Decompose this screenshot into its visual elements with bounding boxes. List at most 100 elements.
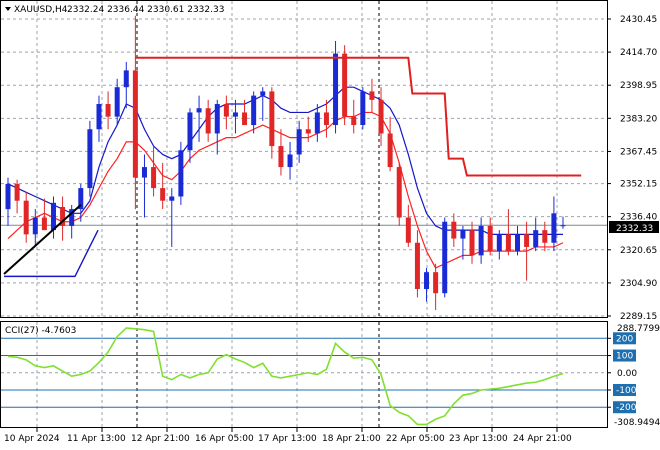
candle: [87, 120, 93, 197]
candle: [487, 217, 493, 256]
price-tick-label: 2367.45: [620, 147, 657, 157]
price-tick-label: 2304.90: [620, 279, 657, 289]
overlays: [3, 56, 582, 278]
candle: [178, 141, 184, 205]
candle: [260, 87, 266, 121]
candle: [351, 99, 357, 134]
candle: [114, 78, 120, 126]
candle: [5, 177, 11, 226]
candle: [123, 61, 129, 109]
price-axis: 2430.45 2414.70 2398.95 2383.20 2367.45 2352.…: [607, 15, 660, 428]
candle: [478, 217, 484, 264]
candle: [451, 213, 457, 247]
candle: [378, 87, 384, 147]
candle: [60, 196, 66, 241]
candle: [505, 209, 511, 256]
time-tick-label: 17 Apr 13:00: [258, 434, 317, 444]
candle: [132, 15, 138, 210]
cci-line: [7, 327, 564, 426]
time-tick-label: 11 Apr 13:00: [67, 434, 126, 444]
stop-level-line: [135, 56, 582, 177]
candle: [278, 129, 284, 176]
candle: [296, 120, 302, 163]
candle: [151, 146, 157, 197]
candle: [469, 221, 475, 264]
candle: [442, 217, 448, 298]
candle: [78, 183, 84, 222]
candle: [305, 116, 311, 142]
candle: [333, 40, 339, 134]
candle: [223, 95, 229, 130]
candle: [314, 104, 320, 142]
candle: [396, 162, 402, 226]
symbol-label: XAUUSD,H4: [14, 5, 68, 15]
candle: [96, 95, 102, 142]
candle: [32, 209, 38, 247]
candle: [515, 225, 521, 256]
candle: [424, 267, 430, 302]
price-tick-label: 2289.15: [620, 312, 657, 322]
candle: [323, 99, 329, 138]
candle: [433, 263, 439, 311]
candle: [460, 225, 466, 260]
candle: [360, 87, 366, 130]
candle: [269, 87, 275, 159]
time-tick-label: 22 Apr 05:00: [386, 434, 445, 444]
cci-panel[interactable]: [0, 321, 608, 428]
candle: [524, 221, 530, 281]
candle: [205, 99, 211, 142]
time-axis: 10 Apr 2024 11 Apr 13:00 12 Apr 21:00 16 Ap…: [4, 428, 572, 444]
candle: [369, 78, 375, 113]
price-tick-label: 2336.40: [620, 213, 657, 223]
symbol-header: XAUUSD,H4 2332.24 2336.44 2330.61 2332.3…: [5, 5, 224, 15]
candle: [542, 221, 548, 252]
price-tick-label: 2320.65: [620, 246, 657, 256]
candle: [496, 230, 502, 260]
time-tick-label: 18 Apr 21:00: [322, 434, 381, 444]
time-tick-label: 24 Apr 21:00: [513, 434, 572, 444]
current-price-tag: 2332.33: [609, 221, 659, 234]
candle: [105, 91, 111, 130]
time-tick-label: 23 Apr 13:00: [449, 434, 508, 444]
candle: [551, 196, 557, 252]
candle: [50, 196, 56, 239]
candle: [196, 95, 202, 142]
price-tick-label: 2430.45: [620, 15, 657, 25]
cci-indicator: [1, 327, 607, 426]
candle: [141, 154, 147, 218]
cci-min-label: -308.9494: [614, 418, 660, 428]
time-tick-label: 12 Apr 21:00: [131, 434, 190, 444]
ohlc-values: 2332.24 2336.44 2330.61 2332.33: [67, 5, 224, 15]
price-tick-label: 2352.15: [620, 180, 657, 190]
candle: [242, 99, 248, 126]
cci-level-label: 100: [616, 352, 633, 362]
candle: [69, 204, 75, 239]
candle: [287, 141, 293, 180]
cci-title: CCI(27) -4.7603: [5, 326, 76, 336]
candle: [232, 99, 238, 134]
cci-max-label: 288.7799: [617, 324, 660, 334]
dropdown-triangle-icon[interactable]: [5, 7, 11, 11]
candle: [169, 188, 175, 247]
candle: [251, 91, 257, 134]
current-price-text: 2332.33: [616, 224, 653, 234]
candle: [533, 217, 539, 252]
cci-level-label: -200: [616, 403, 637, 413]
ma-slow-start: [4, 229, 99, 278]
cci-level-label: 0.00: [617, 369, 637, 379]
candle: [14, 179, 20, 214]
cci-level-label: 200: [616, 334, 633, 344]
candle: [23, 192, 29, 243]
candle: [560, 216, 566, 229]
price-tick-label: 2398.95: [620, 81, 657, 91]
time-tick-label: 16 Apr 05:00: [195, 434, 254, 444]
candle: [387, 116, 393, 172]
candle: [405, 204, 411, 247]
trendline[interactable]: [3, 204, 82, 275]
candle: [414, 230, 420, 298]
candles: [5, 15, 566, 311]
cci-level-label: -100: [616, 386, 637, 396]
candle: [160, 162, 166, 210]
candle: [187, 108, 193, 163]
